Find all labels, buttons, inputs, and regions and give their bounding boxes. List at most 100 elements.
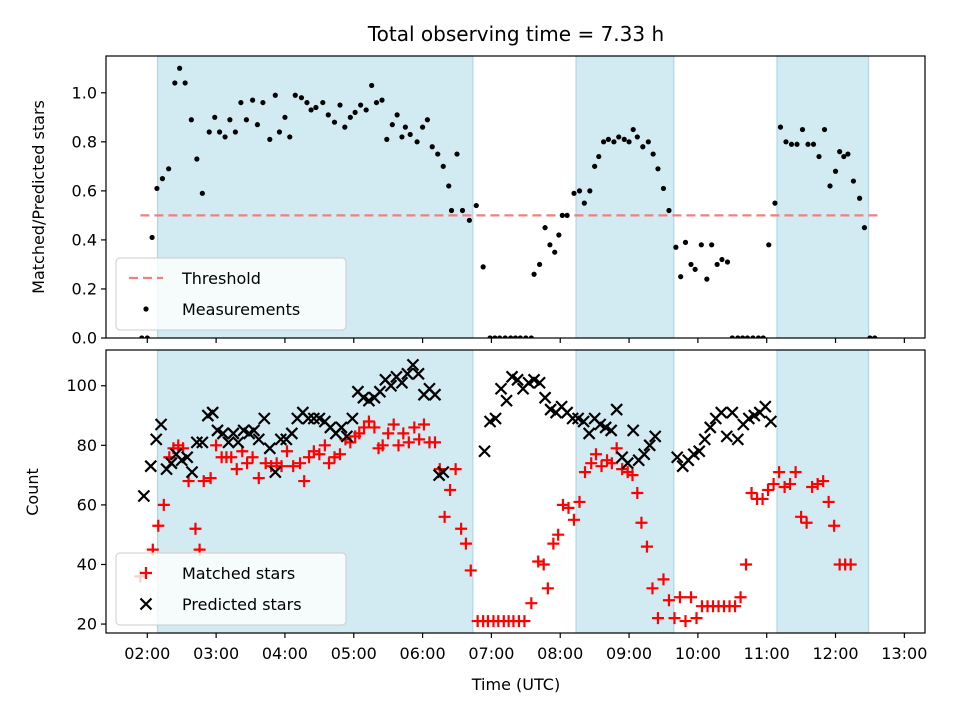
data-point	[281, 445, 294, 458]
data-point	[204, 472, 217, 485]
data-point	[646, 582, 659, 595]
data-point	[805, 141, 811, 147]
data-point	[650, 151, 656, 157]
data-point	[497, 335, 503, 338]
data-point	[542, 225, 548, 231]
data-point	[429, 144, 435, 150]
data-point	[376, 439, 389, 452]
data-point	[294, 457, 307, 470]
data-point	[571, 190, 577, 196]
data-point	[512, 335, 519, 338]
data-point	[715, 406, 728, 419]
series-predicted-stars	[137, 358, 778, 503]
data-point	[817, 475, 830, 488]
data-point	[626, 424, 640, 437]
x-tick-label: 08:00	[537, 644, 583, 663]
data-point	[764, 415, 778, 428]
data-point	[541, 582, 554, 595]
data-point	[149, 234, 155, 241]
data-point	[799, 126, 806, 133]
data-point	[621, 456, 634, 470]
data-point	[745, 486, 758, 499]
data-point	[446, 183, 452, 189]
data-point	[412, 367, 425, 381]
data-point	[165, 456, 178, 470]
data-point	[579, 466, 592, 479]
x-tick-label: 06:00	[400, 644, 446, 663]
data-point	[600, 139, 607, 145]
data-point	[389, 122, 395, 128]
data-point	[225, 451, 238, 464]
data-point	[784, 478, 797, 491]
data-point	[668, 612, 681, 625]
data-point	[258, 412, 271, 425]
data-point	[726, 406, 739, 419]
top-y-axis-label: Matched/Predicted stars	[29, 100, 48, 294]
data-point	[373, 99, 380, 106]
y-tick-label: 0.2	[72, 279, 97, 298]
data-point	[373, 385, 387, 398]
data-point	[556, 232, 562, 238]
data-point	[455, 522, 468, 535]
data-point	[260, 99, 266, 106]
data-point	[254, 122, 261, 128]
legend-swatch	[143, 306, 149, 312]
data-point	[144, 459, 158, 473]
data-point	[492, 335, 498, 338]
data-point	[402, 124, 408, 130]
data-point	[210, 439, 223, 452]
y-tick-label: 60	[77, 495, 97, 514]
data-point	[709, 242, 715, 248]
data-point	[334, 448, 346, 461]
data-point	[827, 183, 833, 189]
data-point	[821, 126, 828, 133]
data-point	[247, 424, 261, 437]
data-point	[587, 188, 593, 194]
data-point	[494, 382, 508, 396]
data-point	[662, 594, 675, 607]
data-point	[637, 447, 651, 461]
data-point	[735, 335, 741, 338]
data-point	[337, 102, 343, 108]
data-point	[562, 501, 575, 514]
data-point	[340, 430, 354, 443]
y-tick-label: 1.0	[72, 83, 97, 102]
data-point	[666, 207, 672, 214]
data-point	[568, 513, 580, 526]
data-point	[320, 99, 326, 106]
data-point	[564, 212, 570, 218]
data-point	[703, 421, 717, 434]
data-point	[292, 92, 298, 98]
data-point	[767, 478, 780, 491]
data-point	[369, 82, 375, 89]
data-point	[777, 124, 784, 130]
data-point	[857, 195, 863, 201]
data-point	[346, 412, 359, 425]
x-tick-label: 11:00	[744, 644, 790, 663]
data-point	[413, 433, 426, 446]
data-point	[755, 335, 762, 338]
data-point	[523, 335, 529, 338]
data-point	[401, 367, 414, 381]
data-point	[724, 259, 731, 265]
data-point	[673, 591, 686, 604]
data-point	[230, 463, 243, 476]
legend-label: Measurements	[182, 300, 300, 319]
axes-frame	[105, 349, 926, 634]
data-point	[185, 465, 199, 479]
data-point	[166, 166, 172, 172]
data-point	[227, 427, 240, 440]
data-point	[525, 597, 538, 610]
legend: Threshold Measurements	[115, 257, 347, 331]
data-point	[325, 112, 331, 118]
ratio-panel: 0.0 0.2 0.4 0.6 0.8 1.0 Threshold Measurements	[72, 55, 926, 348]
data-point	[533, 376, 546, 390]
data-point	[216, 129, 223, 135]
data-point	[634, 134, 640, 140]
data-point	[308, 107, 314, 113]
data-point	[688, 261, 694, 268]
data-point	[154, 185, 160, 192]
data-point	[772, 200, 778, 206]
data-point	[231, 436, 245, 449]
